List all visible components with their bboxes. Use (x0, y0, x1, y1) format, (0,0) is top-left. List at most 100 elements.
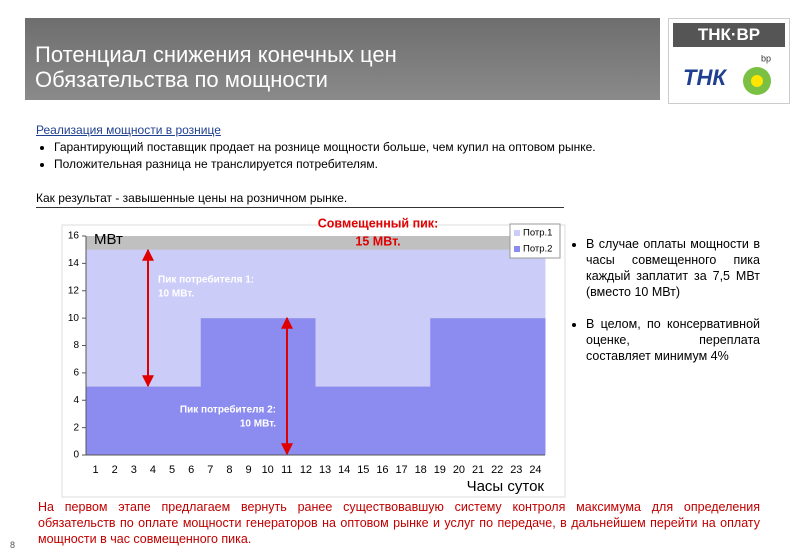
x-tick-label: 3 (131, 464, 137, 476)
bar-segment (86, 249, 106, 387)
bar-segment (525, 249, 546, 319)
bar-segment (200, 249, 221, 319)
x-tick-label: 4 (150, 464, 156, 476)
page-number: 8 (10, 540, 16, 550)
x-tick-label: 13 (319, 464, 331, 476)
bar-segment (506, 318, 527, 455)
footer-text: На первом этапе предлагаем вернуть ранее… (38, 500, 760, 546)
bar-segment (372, 249, 393, 387)
y-tick-label: 6 (73, 368, 79, 379)
side-bullet: В случае оплаты мощности в часы совмещен… (586, 236, 760, 300)
title-line: Потенциал снижения конечных цен (35, 42, 397, 67)
x-tick-label: 9 (246, 464, 252, 476)
bar-segment (506, 249, 527, 319)
annotation: Пик потребителя 2: (180, 404, 276, 416)
intro-heading: Реализация мощности в рознице (36, 123, 221, 137)
annotation: 10 МВт. (158, 289, 194, 300)
chart: Совмещенный пик: 15 МВт. Пик потребителя… (61, 216, 566, 498)
bar-segment (143, 249, 163, 387)
y-tick-label: 2 (73, 422, 79, 433)
intro-bullet: Положительная разница не транслируется п… (54, 156, 736, 173)
logo-bp-core (751, 75, 763, 87)
logo: ТНК·ВР ТНК bp (668, 18, 790, 104)
bar-segment (411, 249, 431, 387)
bar-segment (258, 249, 278, 319)
side-list: В случае оплаты мощности в часы совмещен… (570, 236, 760, 364)
legend-swatch (514, 246, 520, 252)
bar-segment (143, 386, 163, 455)
annotation: Совмещенный пик: (318, 216, 438, 230)
logo-text: ТНК·ВР (673, 23, 785, 47)
bar-segment (124, 386, 144, 455)
x-tick-label: 16 (376, 464, 388, 476)
annotation: 10 МВт. (240, 419, 276, 430)
x-tick-label: 17 (395, 464, 407, 476)
bar-segment (449, 249, 469, 319)
bar-segment (219, 318, 240, 455)
side-notes: В случае оплаты мощности в часы совмещен… (570, 236, 760, 380)
intro-list: Гарантирующий поставщик продает на розни… (36, 139, 736, 173)
logo-bp: bp (761, 53, 771, 63)
bar-segment (105, 386, 125, 455)
y-tick-label: 4 (73, 395, 79, 406)
bar-segment (372, 386, 393, 455)
bar-segment (468, 249, 489, 319)
x-tick-label: 7 (207, 464, 213, 476)
x-tick-label: 6 (188, 464, 194, 476)
legend-box (509, 223, 561, 259)
bar-segment (239, 249, 259, 319)
x-tick-label: 12 (300, 464, 312, 476)
x-tick-label: 19 (434, 464, 446, 476)
x-tick-label: 18 (415, 464, 427, 476)
bar-segment (430, 249, 450, 319)
logo-tnk: ТНК (683, 65, 727, 90)
bar-segment (181, 386, 202, 455)
bar-segment (239, 318, 259, 455)
x-tick-label: 14 (338, 464, 350, 476)
y-tick-label: 10 (68, 313, 80, 324)
bar-segment (411, 386, 431, 455)
legend-label: Потр.1 (523, 228, 552, 239)
annotation: Пик потребителя 1: (158, 274, 254, 286)
y-tick-label: 14 (68, 258, 80, 269)
y-tick-label: 8 (73, 340, 79, 351)
bar-segment (296, 249, 316, 319)
bar-segment (200, 318, 221, 455)
bar-segment (219, 249, 240, 319)
annotation: 15 МВт. (355, 234, 400, 248)
intro-bullet: Гарантирующий поставщик продает на розни… (54, 139, 736, 156)
legend-swatch (514, 230, 520, 236)
bar-segment (315, 386, 336, 455)
bar-segment (449, 318, 469, 455)
legend-label: Потр.2 (523, 244, 552, 255)
x-tick-label: 5 (169, 464, 175, 476)
bar-segment (525, 318, 546, 455)
side-bullet: В целом, по консервативной оценке, переп… (586, 316, 760, 364)
x-tick-label: 20 (453, 464, 465, 476)
bar-segment (487, 249, 508, 319)
bar-segment (105, 249, 125, 387)
bar-segment (468, 318, 489, 455)
x-tick-label: 2 (112, 464, 118, 476)
x-tick-label: 24 (529, 464, 541, 476)
bar-segment (296, 318, 316, 455)
x-tick-label: 11 (281, 464, 292, 476)
x-tick-label: 1 (93, 464, 99, 476)
x-tick-label: 23 (510, 464, 522, 476)
bar-segment (334, 386, 355, 455)
bar-segment (487, 318, 508, 455)
x-tick-label: 10 (262, 464, 274, 476)
bar-segment (353, 386, 374, 455)
bar-segment (258, 318, 278, 455)
x-tick-label: 8 (226, 464, 232, 476)
x-tick-label: 21 (472, 464, 484, 476)
intro-conclusion: Как результат - завышенные цены на розни… (36, 190, 564, 208)
bar-segment (181, 249, 202, 387)
bar-segment (124, 249, 144, 387)
bar-segment (315, 249, 336, 387)
x-axis-label: Часы суток (467, 478, 545, 495)
bar-segment (277, 249, 297, 319)
y-tick-label: 12 (68, 285, 80, 296)
header: Потенциал снижения конечных цен Обязател… (25, 18, 660, 100)
